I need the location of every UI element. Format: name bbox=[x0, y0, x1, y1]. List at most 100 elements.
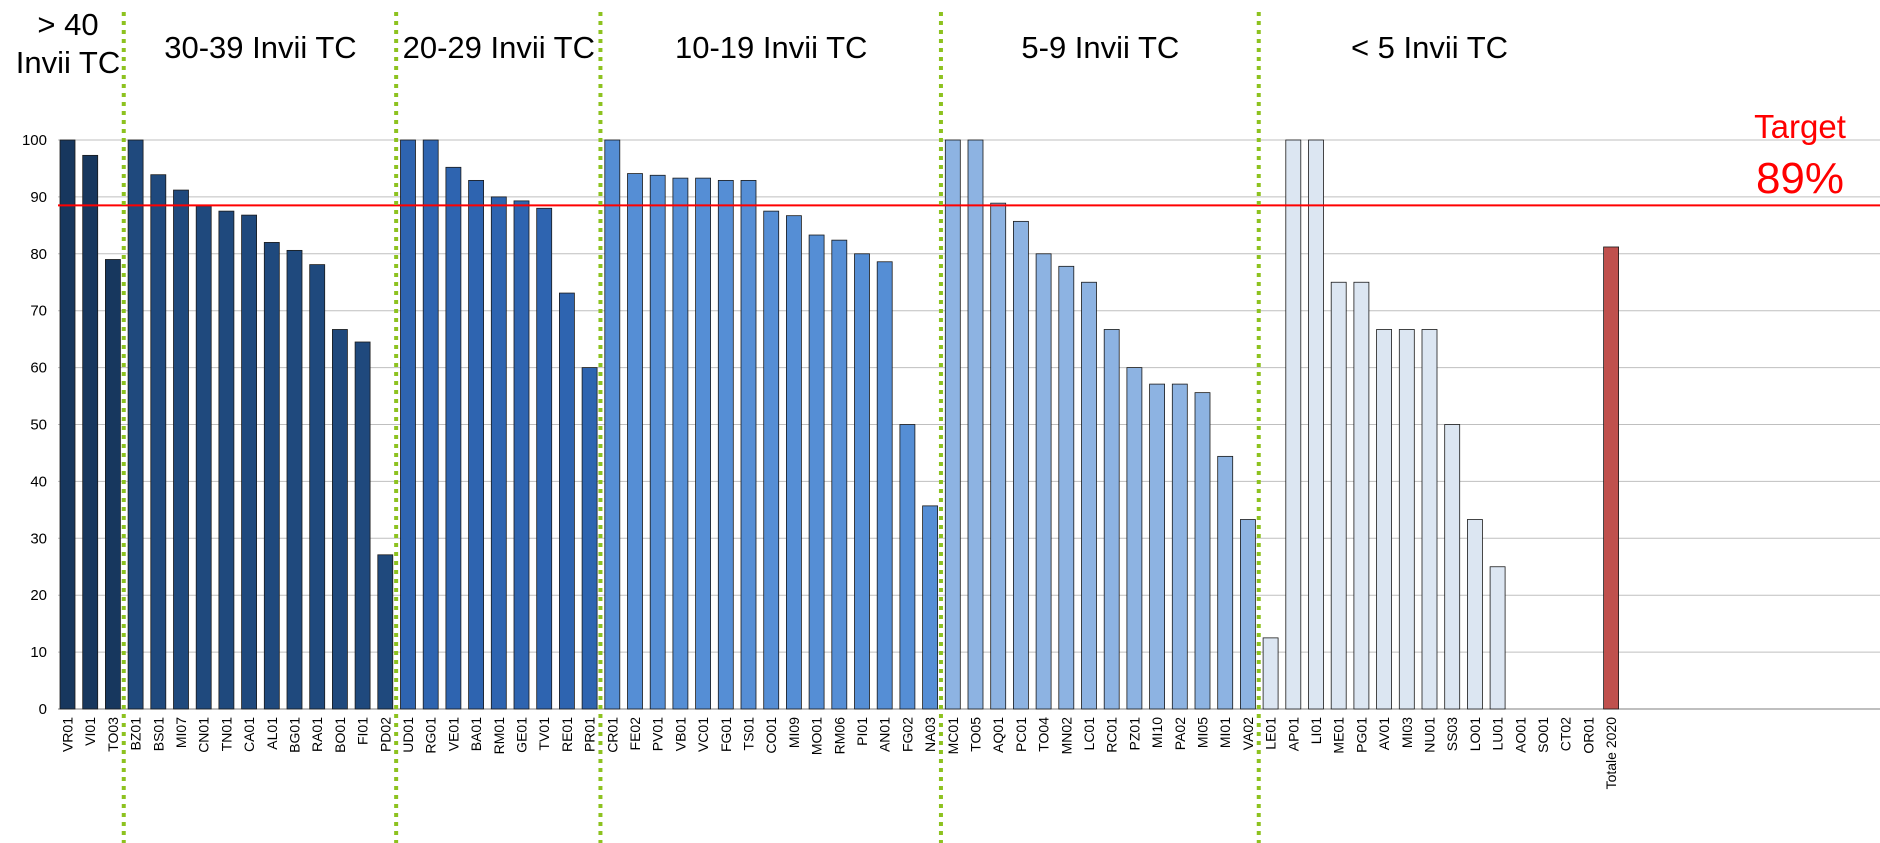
x-tick-label: MI01 bbox=[1217, 717, 1233, 748]
x-tick-label: OR01 bbox=[1580, 717, 1596, 754]
x-tick-label: VI01 bbox=[82, 717, 98, 746]
y-tick-label: 40 bbox=[30, 473, 47, 490]
group-label: < 5 Invii TC bbox=[1351, 30, 1508, 65]
x-tick-label: RA01 bbox=[309, 717, 325, 752]
bar-ss03 bbox=[1444, 424, 1461, 710]
x-tick-label: LI01 bbox=[1308, 717, 1324, 744]
bar-ba01 bbox=[468, 179, 485, 710]
bar-rc01 bbox=[1103, 329, 1120, 710]
x-tick-label: GE01 bbox=[514, 717, 530, 753]
bar-re01 bbox=[559, 292, 575, 710]
x-tick-label: AL01 bbox=[264, 717, 280, 750]
x-tick-label: MI09 bbox=[786, 717, 802, 748]
x-tick-label: RE01 bbox=[559, 717, 575, 752]
x-tick-label: AQ01 bbox=[990, 717, 1006, 753]
bars bbox=[59, 139, 1619, 710]
x-tick-label: MC01 bbox=[945, 717, 961, 755]
y-tick-label: 10 bbox=[30, 644, 47, 661]
y-tick-label: 100 bbox=[22, 132, 47, 149]
bar-bs01 bbox=[150, 174, 167, 710]
bar-ts01 bbox=[740, 179, 757, 710]
x-tick-label: TS01 bbox=[741, 717, 757, 751]
x-tick-label: CT02 bbox=[1558, 717, 1574, 751]
group-label: 10-19 Invii TC bbox=[675, 30, 867, 65]
bar-aq01 bbox=[990, 202, 1007, 710]
x-tick-label: PG01 bbox=[1353, 717, 1369, 753]
x-tick-label: Totale 2020 bbox=[1603, 717, 1619, 790]
bar-lu01 bbox=[1489, 566, 1506, 710]
x-tick-label: MI05 bbox=[1195, 717, 1211, 748]
bar-to05 bbox=[967, 139, 984, 710]
bar-fg01 bbox=[717, 179, 734, 710]
group-label: 30-39 Invii TC bbox=[164, 30, 356, 65]
x-tick-label: VA02 bbox=[1240, 717, 1256, 750]
x-tick-label: NA03 bbox=[922, 717, 938, 752]
y-tick-label: 70 bbox=[30, 303, 47, 320]
bar-bo01 bbox=[331, 329, 348, 710]
x-tick-label: PV01 bbox=[650, 717, 666, 751]
bar-vb01 bbox=[672, 177, 689, 710]
bar-tv01 bbox=[536, 207, 553, 710]
x-tick-label: AV01 bbox=[1376, 717, 1392, 750]
x-tick-label: AN01 bbox=[877, 717, 893, 752]
x-tick-label: SS03 bbox=[1444, 717, 1460, 751]
bar-fe02 bbox=[627, 173, 643, 710]
x-tick-label: BO01 bbox=[332, 717, 348, 753]
y-tick-label: 90 bbox=[30, 189, 47, 206]
x-tick-label: LC01 bbox=[1081, 717, 1097, 751]
bar-al01 bbox=[263, 242, 280, 710]
y-tick-label: 60 bbox=[30, 360, 47, 377]
bar-rg01 bbox=[422, 139, 439, 710]
bar-pr01 bbox=[581, 367, 598, 710]
y-axis-ticks: 0 10 20 30 40 50 60 70 80 90 100 bbox=[22, 132, 47, 718]
x-tick-label: TN01 bbox=[218, 717, 234, 751]
x-tick-label: MI10 bbox=[1149, 717, 1165, 748]
y-tick-label: 20 bbox=[30, 587, 47, 604]
bar-fg02 bbox=[899, 424, 916, 710]
bar-vc01 bbox=[695, 177, 711, 710]
bar-fi01 bbox=[354, 341, 371, 710]
bar-lc01 bbox=[1081, 281, 1097, 710]
x-tick-label: FG01 bbox=[718, 717, 734, 752]
x-tick-label: LE01 bbox=[1263, 717, 1279, 750]
x-tick-label: PR01 bbox=[582, 717, 598, 752]
bar-mo01 bbox=[808, 234, 825, 710]
x-tick-label: BS01 bbox=[150, 717, 166, 751]
bar-pz01 bbox=[1126, 367, 1143, 710]
x-tick-label: MO01 bbox=[809, 717, 825, 755]
x-tick-label: PC01 bbox=[1013, 717, 1029, 752]
target-label: Target bbox=[1754, 108, 1846, 145]
x-tick-label: LO01 bbox=[1467, 717, 1483, 751]
target-value-label: 89% bbox=[1756, 154, 1844, 203]
x-tick-label: FG02 bbox=[899, 717, 915, 752]
x-tick-label: MI07 bbox=[173, 717, 189, 748]
bar-mi05 bbox=[1194, 392, 1211, 710]
x-tick-label: PD02 bbox=[377, 717, 393, 752]
bar-ge01 bbox=[513, 200, 530, 710]
bar-mi01 bbox=[1217, 455, 1234, 710]
x-tick-label: PI01 bbox=[854, 717, 870, 746]
x-tick-label: FI01 bbox=[355, 717, 371, 745]
bar-totale-2020 bbox=[1603, 246, 1619, 710]
x-tick-label: NU01 bbox=[1422, 717, 1438, 753]
bar-ca01 bbox=[241, 214, 258, 710]
x-tick-label: FE02 bbox=[627, 717, 643, 751]
bar-ra01 bbox=[309, 264, 326, 710]
bar-ud01 bbox=[400, 139, 416, 710]
group-label: Invii TC bbox=[16, 45, 121, 80]
x-tick-label: AO01 bbox=[1512, 717, 1528, 753]
bar-to04 bbox=[1035, 253, 1052, 710]
bar-cr01 bbox=[604, 139, 621, 710]
bar-pg01 bbox=[1353, 281, 1370, 710]
x-tick-label: TV01 bbox=[536, 717, 552, 751]
y-tick-label: 30 bbox=[30, 530, 47, 547]
x-tick-label: SO01 bbox=[1535, 717, 1551, 753]
x-tick-label: LU01 bbox=[1490, 717, 1506, 751]
x-tick-label: VC01 bbox=[695, 717, 711, 752]
bar-mc01 bbox=[944, 139, 961, 710]
group-dividers bbox=[121, 12, 1261, 843]
bar-pv01 bbox=[649, 174, 666, 710]
x-tick-label: PA02 bbox=[1172, 717, 1188, 750]
